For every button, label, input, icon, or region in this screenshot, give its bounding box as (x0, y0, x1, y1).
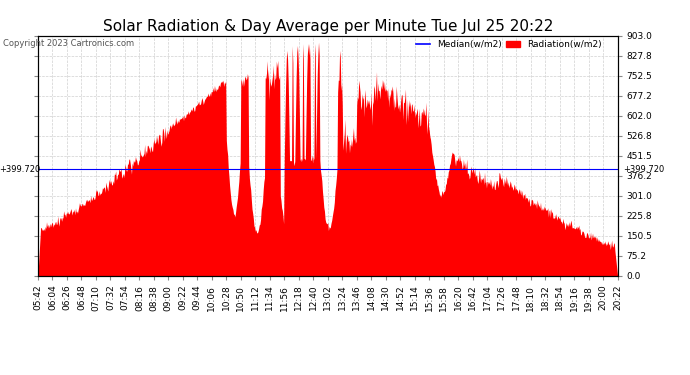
Legend: Median(w/m2), Radiation(w/m2): Median(w/m2), Radiation(w/m2) (416, 40, 602, 49)
Text: +399.720: +399.720 (623, 165, 664, 174)
Title: Solar Radiation & Day Average per Minute Tue Jul 25 20:22: Solar Radiation & Day Average per Minute… (103, 20, 553, 34)
Text: Copyright 2023 Cartronics.com: Copyright 2023 Cartronics.com (3, 39, 135, 48)
Text: +399.720: +399.720 (0, 165, 40, 174)
